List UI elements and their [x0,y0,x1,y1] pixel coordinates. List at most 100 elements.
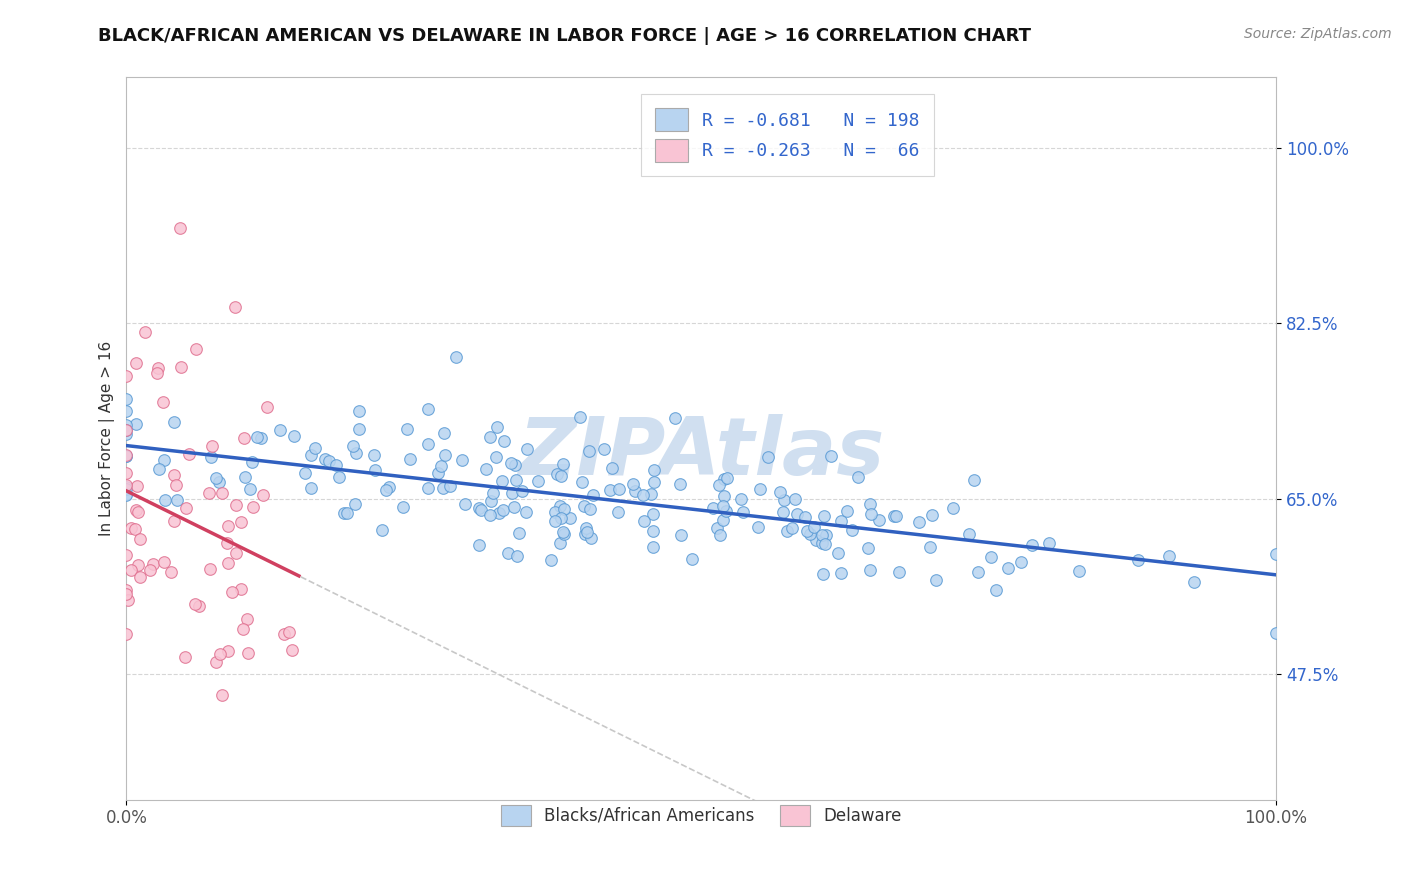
Point [593,442,616,456]
Point [858,541,880,555]
Point [115,449,138,463]
Point [576,524,599,539]
Point [176,500,198,515]
Point [681,551,703,566]
Point [572,499,595,513]
Point [115,450,138,464]
Point [184,597,207,611]
Point [733,505,755,519]
Point [980,549,1002,564]
Point [786,508,808,522]
Point [155,493,177,508]
Point [232,431,254,445]
Point [640,487,662,501]
Point [468,501,491,516]
Point [347,404,370,418]
Point [747,520,769,534]
Point [706,521,728,535]
Point [813,509,835,524]
Point [769,484,792,499]
Point [184,342,207,356]
Point [229,582,252,596]
Point [1126,552,1149,566]
Point [551,457,574,471]
Point [148,462,170,476]
Point [478,430,501,444]
Point [426,466,449,480]
Point [221,585,243,599]
Point [115,627,138,641]
Point [115,417,138,432]
Point [887,565,910,579]
Point [217,519,239,533]
Point [432,481,454,495]
Point [641,507,664,521]
Point [299,448,322,462]
Point [115,427,138,442]
Point [1021,538,1043,552]
Point [582,488,605,502]
Point [707,477,730,491]
Point [814,537,837,551]
Point [485,450,508,464]
Point [125,356,148,370]
Point [454,497,477,511]
Point [439,479,461,493]
Point [120,563,142,577]
Point [468,538,491,552]
Point [1038,536,1060,550]
Point [238,482,260,496]
Point [607,505,630,519]
Point [283,429,305,443]
Point [163,467,186,482]
Point [984,582,1007,597]
Point [475,462,498,476]
Point [281,642,304,657]
Point [115,423,138,437]
Point [277,624,299,639]
Point [364,463,387,477]
Point [418,481,440,495]
Point [633,514,655,528]
Point [224,300,246,314]
Point [957,526,980,541]
Point [252,488,274,502]
Point [543,514,565,528]
Point [571,475,593,489]
Point [918,540,941,554]
Point [391,500,413,514]
Point [231,515,253,529]
Point [1265,547,1288,561]
Point [225,546,247,560]
Point [433,425,456,440]
Point [416,437,439,451]
Point [342,439,364,453]
Point [560,511,582,525]
Point [160,565,183,579]
Point [548,536,571,550]
Point [187,599,209,613]
Point [444,350,467,364]
Point [127,558,149,572]
Text: Source: ZipAtlas.com: Source: ZipAtlas.com [1244,27,1392,41]
Point [496,546,519,560]
Point [269,424,291,438]
Point [942,501,965,516]
Point [748,483,770,497]
Point [343,496,366,510]
Point [174,650,197,665]
Point [609,482,631,496]
Point [830,566,852,580]
Point [416,402,439,417]
Point [344,446,367,460]
Point [128,570,150,584]
Text: ZIPAtlas: ZIPAtlas [519,414,884,491]
Point [780,521,803,535]
Point [170,359,193,374]
Point [177,447,200,461]
Point [152,395,174,409]
Point [333,506,356,520]
Point [966,566,988,580]
Point [550,511,572,525]
Point [492,434,515,448]
